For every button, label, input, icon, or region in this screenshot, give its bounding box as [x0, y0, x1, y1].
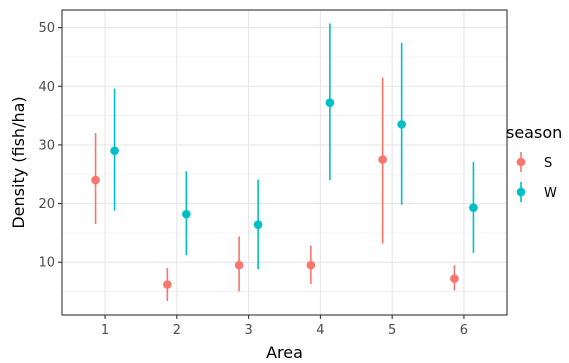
plot-panel-border	[61, 9, 508, 316]
point-S-area-6	[450, 274, 459, 283]
y-tick-label-50: 50	[38, 21, 55, 36]
legend-keys: SW	[516, 152, 557, 202]
point-S-area-5	[378, 155, 387, 164]
x-tick-label-5: 5	[388, 323, 396, 338]
point-W-area-6	[469, 203, 478, 212]
legend-key-point-S	[516, 157, 526, 167]
x-tick-label-2: 2	[173, 323, 181, 338]
y-axis-title: Density (fish/ha)	[9, 96, 28, 228]
point-W-area-2	[182, 209, 191, 219]
point-S-area-4	[306, 260, 316, 270]
point-S-area-3	[234, 260, 244, 270]
point-W-area-5	[397, 120, 406, 129]
marks-layer	[91, 23, 478, 301]
point-W-area-3	[253, 220, 263, 229]
legend-key-point-W	[516, 187, 526, 197]
y-tick-label-30: 30	[38, 138, 55, 153]
x-tick-label-1: 1	[101, 323, 109, 338]
y-tick-label-10: 10	[38, 256, 55, 271]
legend-title: season	[506, 123, 562, 142]
axis-layer: 10 20 30 40 50 1 2 3 4 5 6	[38, 21, 468, 338]
x-tick-label-3: 3	[244, 323, 252, 338]
x-tick-label-4: 4	[316, 323, 324, 338]
point-S-area-2	[163, 280, 172, 289]
y-tick-label-40: 40	[38, 80, 55, 95]
legend-label-W: W	[544, 186, 557, 201]
point-W-area-1	[110, 146, 119, 156]
x-tick-label-6: 6	[460, 323, 468, 338]
legend: season SW	[506, 123, 562, 202]
grid-layer	[62, 10, 507, 315]
point-W-area-4	[325, 98, 335, 107]
y-tick-label-20: 20	[38, 197, 55, 212]
legend-label-S: S	[544, 156, 552, 171]
x-axis-title: Area	[266, 343, 303, 362]
point-S-area-1	[91, 175, 100, 185]
plot-panel-background	[62, 10, 507, 315]
